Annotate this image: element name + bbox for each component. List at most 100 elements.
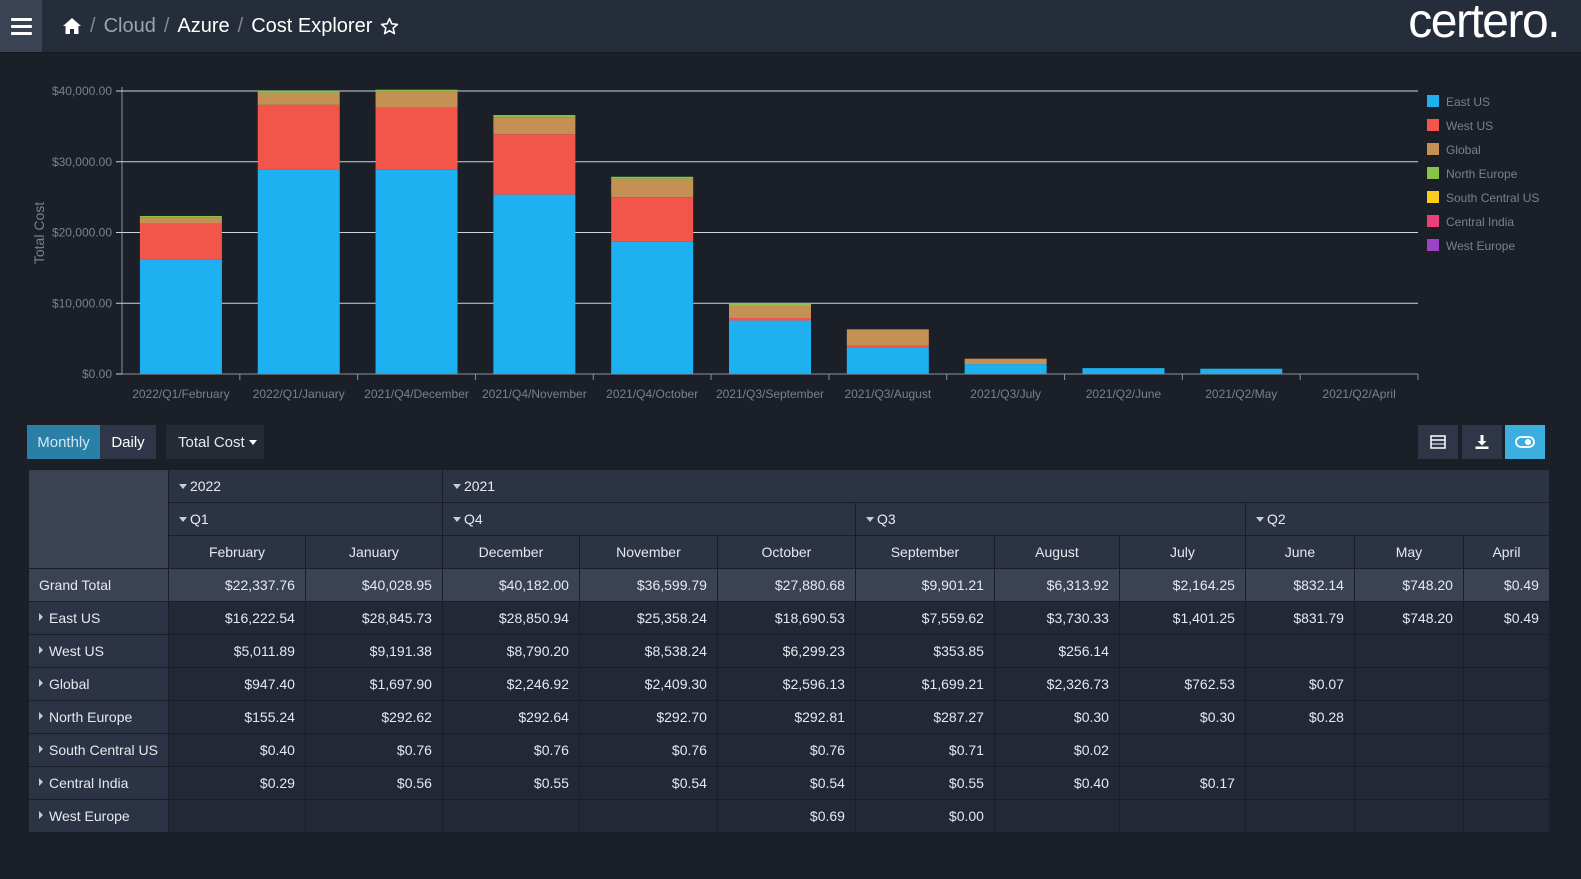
x-tick-label: 2021/Q4/October bbox=[606, 387, 698, 401]
table-cell: $0.00 bbox=[854, 799, 995, 833]
table-cell: $947.40 bbox=[167, 667, 306, 701]
quarter-header-q3[interactable]: Q3 bbox=[854, 502, 1246, 536]
x-tick-label: 2021/Q2/June bbox=[1086, 387, 1162, 401]
bar-segment-north-europe[interactable] bbox=[139, 215, 222, 218]
bar-segment-north-europe[interactable] bbox=[493, 115, 576, 118]
breadcrumb-separator: / bbox=[90, 14, 96, 37]
bar-segment-global[interactable] bbox=[139, 217, 222, 224]
table-cell: $0.76 bbox=[304, 733, 443, 767]
download-icon bbox=[1475, 435, 1489, 449]
table-cell: $2,246.92 bbox=[441, 667, 580, 701]
legend-swatch bbox=[1427, 215, 1439, 227]
bar-segment-west-us[interactable] bbox=[139, 223, 222, 260]
bar-segment-north-europe[interactable] bbox=[257, 90, 340, 93]
legend-swatch bbox=[1427, 191, 1439, 203]
row-label: East US bbox=[49, 610, 101, 626]
bar-segment-north-europe[interactable] bbox=[611, 176, 694, 179]
home-icon[interactable] bbox=[62, 17, 82, 35]
row-header[interactable]: Global bbox=[28, 667, 169, 701]
quarter-header-q2[interactable]: Q2 bbox=[1244, 502, 1550, 536]
bar-segment-east-us[interactable] bbox=[493, 194, 576, 374]
bar-segment-west-us[interactable] bbox=[729, 318, 811, 321]
legend-item[interactable]: Central India bbox=[1446, 215, 1514, 229]
bar-segment-east-us[interactable] bbox=[729, 320, 811, 374]
measure-dropdown[interactable]: Total Cost bbox=[166, 425, 264, 459]
row-header[interactable]: North Europe bbox=[28, 700, 169, 734]
table-cell: $0.29 bbox=[167, 766, 306, 800]
table-corner bbox=[28, 469, 169, 569]
bar-segment-east-us[interactable] bbox=[1200, 368, 1283, 374]
bar-segment-global[interactable] bbox=[493, 117, 576, 135]
row-label: North Europe bbox=[49, 709, 133, 725]
bar-segment-east-us[interactable] bbox=[846, 347, 929, 374]
bar-segment-east-us[interactable] bbox=[964, 364, 1047, 374]
legend-item[interactable]: Global bbox=[1446, 143, 1481, 157]
x-tick-label: 2021/Q2/May bbox=[1205, 387, 1277, 401]
breadcrumb-cloud[interactable]: Cloud bbox=[103, 14, 156, 37]
table-cell: $18,690.53 bbox=[716, 601, 856, 635]
legend-item[interactable]: South Central US bbox=[1446, 191, 1539, 205]
breadcrumb-azure[interactable]: Azure bbox=[177, 14, 230, 37]
table-view-button[interactable] bbox=[1418, 425, 1458, 459]
expand-icon bbox=[39, 811, 43, 820]
table-row: North Europe $155.24 $292.62 $292.64 $292.70… bbox=[28, 700, 1550, 734]
bar-segment-global[interactable] bbox=[257, 92, 340, 105]
table-cell: $748.20 bbox=[1353, 568, 1464, 602]
table-cell: $0.49 bbox=[1462, 601, 1550, 635]
download-button[interactable] bbox=[1462, 425, 1502, 459]
table-cell: $16,222.54 bbox=[167, 601, 306, 635]
row-header[interactable]: East US bbox=[28, 601, 169, 635]
chart-toggle-button[interactable] bbox=[1505, 425, 1545, 459]
bar-segment-west-us[interactable] bbox=[846, 345, 929, 348]
bar-segment-global[interactable] bbox=[375, 91, 458, 108]
bar-segment-west-us[interactable] bbox=[375, 107, 458, 170]
table-cell: $292.62 bbox=[304, 700, 443, 734]
legend-item[interactable]: West Europe bbox=[1446, 239, 1515, 253]
bar-segment-east-us[interactable] bbox=[1082, 368, 1165, 374]
row-header[interactable]: West Europe bbox=[28, 799, 169, 833]
table-cell: $748.20 bbox=[1353, 601, 1464, 635]
bar-segment-east-us[interactable] bbox=[611, 241, 694, 374]
bar-segment-global[interactable] bbox=[964, 358, 1047, 365]
quarter-header-q1[interactable]: Q1 bbox=[167, 502, 443, 536]
row-header[interactable]: West US bbox=[28, 634, 169, 668]
interval-toggle: Monthly Daily bbox=[27, 425, 156, 459]
star-icon[interactable] bbox=[380, 17, 399, 36]
certero-logo: certero. bbox=[1408, 0, 1560, 48]
table-cell bbox=[1353, 766, 1464, 800]
bar-segment-east-us[interactable] bbox=[139, 259, 222, 374]
legend-item[interactable]: West US bbox=[1446, 119, 1493, 133]
table-row: Central India $0.29 $0.56 $0.55 $0.54 $0.54 $0… bbox=[28, 766, 1550, 800]
table-icon bbox=[1430, 435, 1446, 449]
legend-item[interactable]: East US bbox=[1446, 95, 1490, 109]
year-header-2021[interactable]: 2021 bbox=[441, 469, 1550, 503]
legend-swatch bbox=[1427, 95, 1439, 107]
row-label: West Europe bbox=[49, 808, 130, 824]
bar-segment-global[interactable] bbox=[611, 178, 694, 198]
bar-segment-global[interactable] bbox=[729, 305, 811, 319]
bar-segment-north-europe[interactable] bbox=[375, 89, 458, 92]
table-cell: $0.55 bbox=[854, 766, 995, 800]
row-header[interactable]: South Central US bbox=[28, 733, 169, 767]
expand-icon bbox=[39, 712, 43, 721]
table-cell: $0.49 bbox=[1462, 568, 1550, 602]
table-cell: $155.24 bbox=[167, 700, 306, 734]
row-header[interactable]: Central India bbox=[28, 766, 169, 800]
table-cell bbox=[1462, 799, 1550, 833]
bar-segment-global[interactable] bbox=[846, 329, 929, 346]
row-label: Grand Total bbox=[39, 577, 112, 593]
bar-segment-east-us[interactable] bbox=[257, 169, 340, 374]
legend-item[interactable]: North Europe bbox=[1446, 167, 1518, 181]
monthly-button[interactable]: Monthly bbox=[27, 425, 100, 459]
bar-segment-west-us[interactable] bbox=[257, 104, 340, 170]
bar-segment-west-us[interactable] bbox=[611, 197, 694, 242]
year-header-2022[interactable]: 2022 bbox=[167, 469, 443, 503]
bar-segment-north-europe[interactable] bbox=[729, 303, 811, 306]
bar-segment-west-us[interactable] bbox=[493, 134, 576, 195]
bar-segment-east-us[interactable] bbox=[375, 169, 458, 374]
expand-icon bbox=[39, 778, 43, 787]
daily-button[interactable]: Daily bbox=[100, 425, 156, 459]
hamburger-menu-button[interactable] bbox=[0, 0, 42, 52]
quarter-header-q4[interactable]: Q4 bbox=[441, 502, 856, 536]
quarter-label: Q3 bbox=[876, 511, 896, 527]
